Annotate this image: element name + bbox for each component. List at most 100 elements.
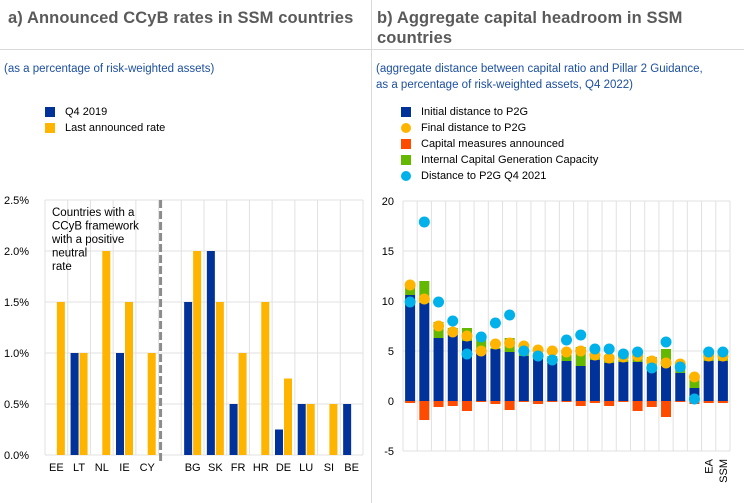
x-tick-label: EA [704, 458, 716, 473]
dot-distance-q4-2021 [703, 346, 715, 358]
panel-b-subtitle: (aggregate distance between capital rati… [376, 61, 703, 93]
bar-capital-measures [419, 401, 430, 420]
bar-icgc [405, 286, 416, 295]
x-tick-label: CY [140, 462, 156, 474]
x-tick-label: SI [324, 462, 334, 474]
annotation-line: Countries with a [52, 207, 135, 219]
chart-b: -5 0 5 10 15 20 EA SSM [382, 196, 731, 483]
x-tick-label: IE [119, 462, 129, 474]
dot-final-distance [504, 337, 516, 349]
bar-capital-measures [518, 401, 529, 402]
x-tick-label: DE [276, 462, 291, 474]
bar-capital-measures [533, 401, 544, 404]
legend-label: Final distance to P2G [421, 122, 527, 134]
x-tick-label: SSM [718, 459, 730, 483]
bar-capital-measures [618, 401, 629, 402]
legend-item-q4-2019: Q4 2019 [45, 104, 165, 120]
annotation-line: rate [52, 261, 72, 273]
bar-cy-last-announced [147, 353, 156, 455]
bar-initial-distance [661, 366, 672, 401]
x-tick-label: BE [344, 462, 359, 474]
bar-capital-measures [433, 401, 444, 407]
bar-icgc [419, 281, 430, 303]
x-tick-label: SK [208, 462, 223, 474]
legend-label: Last announced rate [65, 122, 166, 134]
bar-lu-q4-2019 [297, 404, 306, 455]
dot-final-distance [404, 279, 416, 291]
bar-fr-last-announced [238, 353, 247, 455]
bar-initial-distance [632, 362, 643, 401]
bar-lu-last-announced [306, 404, 315, 455]
bar-initial-distance [703, 361, 714, 401]
dot-distance-q4-2021 [546, 354, 558, 366]
bar-initial-distance [675, 373, 686, 401]
bar-icgc [575, 347, 586, 366]
bar-ie-q4-2019 [116, 353, 124, 455]
bar-capital-measures [575, 401, 586, 406]
bar-capital-measures [604, 401, 615, 406]
y-tick-label: 20 [382, 196, 394, 208]
y-tick-label: 1.0% [4, 348, 29, 360]
dot-final-distance [418, 293, 430, 305]
dot-distance-q4-2021 [433, 296, 445, 308]
legend-label: Capital measures announced [421, 138, 565, 150]
legend-swatch-green [401, 155, 411, 165]
panel-a: a) Announced CCyB rates in SSM countries… [0, 0, 371, 503]
x-tick-label: LT [73, 462, 85, 474]
dot-final-distance [447, 326, 459, 338]
bar-de-q4-2019 [275, 429, 283, 455]
bar-ie-last-announced [125, 302, 133, 455]
dot-final-distance [688, 371, 700, 383]
bar-capital-measures [490, 401, 501, 404]
dot-distance-q4-2021 [518, 345, 530, 357]
x-tick-label: LU [299, 462, 313, 474]
legend-dot-yellow [401, 123, 411, 133]
dot-final-distance [575, 345, 587, 357]
bar-initial-distance [476, 351, 487, 401]
dot-distance-q4-2021 [646, 362, 658, 374]
bar-sk-last-announced [215, 302, 224, 455]
dot-final-distance [489, 338, 501, 350]
panel-a-header-divider [0, 49, 371, 50]
bar-lt-q4-2019 [70, 353, 79, 455]
legend-swatch-blue [401, 107, 411, 117]
dot-distance-q4-2021 [447, 315, 459, 327]
bar-be-q4-2019 [343, 404, 352, 455]
dot-final-distance [546, 345, 558, 357]
bar-initial-distance [561, 361, 572, 401]
legend-swatch-blue [45, 107, 55, 117]
x-tick-label: EE [49, 462, 64, 474]
y-tick-label: 15 [382, 246, 394, 258]
bar-capital-measures [405, 401, 416, 403]
panel-b-header-divider [372, 49, 744, 50]
dot-distance-q4-2021 [404, 296, 416, 308]
bar-nl-last-announced [102, 251, 111, 455]
legend-label: Initial distance to P2G [421, 106, 529, 118]
legend-item-final-distance: Final distance to P2G [401, 120, 598, 136]
bar-capital-measures [461, 401, 472, 411]
bar-capital-measures [504, 401, 515, 410]
bar-capital-measures [703, 401, 714, 403]
bar-initial-distance [618, 362, 629, 401]
bar-initial-distance [447, 335, 458, 401]
dot-final-distance [433, 320, 445, 332]
y-tick-label: 0 [388, 396, 394, 408]
bar-initial-distance [547, 363, 558, 401]
bar-initial-distance [490, 349, 501, 401]
bar-initial-distance [405, 295, 416, 401]
bar-ee-last-announced [56, 302, 65, 455]
bar-initial-distance [589, 360, 600, 401]
y-tick-label: 5 [388, 346, 394, 358]
dot-distance-q4-2021 [575, 329, 587, 341]
panel-b-legend: Initial distance to P2G Final distance t… [401, 104, 598, 184]
x-tick-label: FR [231, 462, 246, 474]
y-tick-label: -5 [384, 446, 394, 458]
panel-a-title: a) Announced CCyB rates in SSM countries [8, 9, 354, 27]
panel-b-title: b) Aggregate capital headroom in SSM cou… [377, 8, 683, 48]
bar-lt-last-announced [79, 353, 88, 455]
bar-capital-measures [675, 401, 686, 402]
bar-initial-distance [604, 363, 615, 401]
legend-label: Q4 2019 [65, 106, 108, 118]
bar-capital-measures [547, 401, 558, 402]
bar-initial-distance [575, 366, 586, 401]
